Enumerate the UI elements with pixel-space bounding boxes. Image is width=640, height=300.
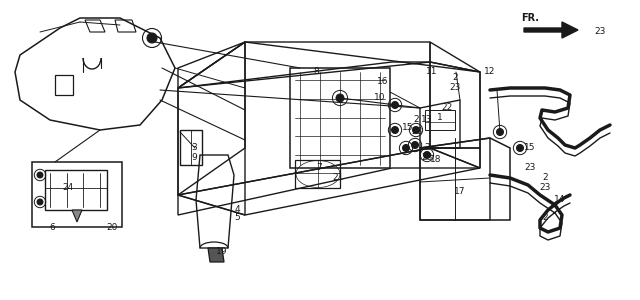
Text: 20: 20 — [106, 224, 118, 232]
Text: 8: 8 — [313, 68, 319, 76]
Circle shape — [336, 94, 344, 102]
Text: 3: 3 — [191, 143, 197, 152]
Text: 16: 16 — [377, 77, 388, 86]
Circle shape — [37, 172, 43, 178]
Text: FR.: FR. — [521, 13, 539, 23]
Text: 23: 23 — [421, 154, 433, 163]
Text: 12: 12 — [484, 68, 496, 76]
Bar — [55, 75, 73, 95]
Bar — [180, 130, 202, 165]
Text: 4: 4 — [234, 206, 240, 214]
Text: 7: 7 — [316, 164, 322, 172]
Circle shape — [392, 127, 399, 134]
Text: 23: 23 — [540, 184, 550, 193]
Text: 15: 15 — [403, 124, 413, 133]
Text: 1: 1 — [437, 113, 443, 122]
Text: 21: 21 — [332, 173, 344, 182]
Text: 24: 24 — [62, 184, 74, 193]
Text: 17: 17 — [454, 188, 466, 196]
Text: 23: 23 — [524, 164, 536, 172]
Bar — [45, 170, 107, 210]
Text: 2: 2 — [542, 214, 548, 223]
Circle shape — [413, 127, 419, 134]
Circle shape — [516, 145, 524, 152]
Text: 11: 11 — [426, 68, 438, 76]
Circle shape — [497, 128, 504, 136]
Text: 18: 18 — [430, 155, 442, 164]
Circle shape — [37, 199, 43, 205]
Circle shape — [403, 145, 410, 152]
Text: 9: 9 — [191, 154, 197, 163]
Text: 22: 22 — [442, 103, 452, 112]
Bar — [425, 110, 455, 130]
Circle shape — [392, 101, 399, 109]
Text: 23: 23 — [595, 28, 605, 37]
Text: 15: 15 — [524, 143, 536, 152]
Text: 23: 23 — [449, 83, 461, 92]
Text: 2: 2 — [452, 74, 458, 82]
Text: 10: 10 — [374, 94, 386, 103]
Polygon shape — [72, 210, 82, 222]
Text: 6: 6 — [49, 224, 55, 232]
Text: 2: 2 — [413, 116, 419, 124]
Text: 2: 2 — [424, 143, 430, 152]
Text: 2: 2 — [542, 173, 548, 182]
Circle shape — [424, 152, 431, 158]
Circle shape — [147, 33, 157, 43]
Circle shape — [412, 142, 419, 148]
Text: 14: 14 — [554, 196, 566, 205]
Polygon shape — [208, 248, 224, 262]
Text: 13: 13 — [421, 116, 433, 124]
Text: 23: 23 — [412, 128, 422, 136]
Text: 19: 19 — [216, 248, 228, 256]
Bar — [295, 160, 340, 188]
Bar — [32, 162, 122, 227]
Polygon shape — [524, 22, 578, 38]
Text: 5: 5 — [234, 214, 240, 223]
